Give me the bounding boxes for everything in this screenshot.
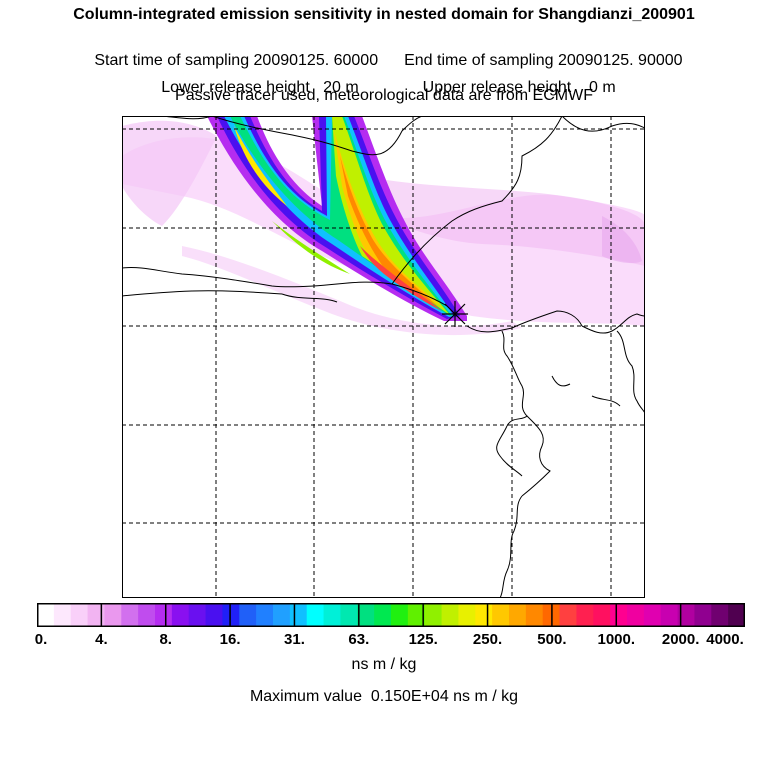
colorbar-frame [37,603,745,627]
colorbar-segment [374,603,392,627]
tracer-info: Passive tracer used, meteorological data… [175,87,593,104]
plume [207,116,467,321]
lower-release-label: Lower release height 20 m [161,79,359,96]
colorbar-segment [492,603,510,627]
colorbar-segment [677,603,696,627]
colorbar-segment [711,603,729,627]
plot-title: Column-integrated emission sensitivity i… [73,6,695,23]
colorbar-tick-label: 63. [348,631,370,648]
coastlines [122,116,645,598]
colorbar-tick-label: 8. [159,631,172,648]
colorbar-tick-label: 2000. [661,631,700,648]
colorbar-segment [559,603,578,627]
colorbar-segment [509,603,527,627]
colorbar-segment [475,603,493,627]
start-time-label: Start time of sampling 20090125. 60000 [94,52,379,69]
colorbar-segment [37,603,55,627]
colorbar-segment [104,603,122,627]
colorbar-segment [694,603,712,627]
colorbar-segment [593,603,611,627]
end-time-label: End time of sampling 20090125. 90000 [404,52,683,69]
colorbar-segment [407,603,426,627]
colorbar-segment [424,603,443,627]
colorbar-tick-label: 125. [408,631,438,648]
colorbar-segment [357,603,375,627]
colorbar-segment [53,603,72,627]
map-frame [122,116,645,598]
colorbar-tick-label: 31. [284,631,305,648]
colorbar-segment [155,603,173,627]
colorbar-tick-label: 500. [537,631,567,648]
colorbar-segment [188,603,207,627]
lat-lon-grid [122,116,645,598]
colorbar-segment [323,603,342,627]
colorbar-tick-label: 0. [34,631,48,648]
colorbar-units: ns m / kg [351,656,417,673]
colorbar-segment [121,603,139,627]
colorbar-segment [391,603,409,627]
colorbar-segment [70,603,89,627]
colorbar-tick-label: 4. [95,631,108,648]
colorbar-segment [171,603,190,627]
colorbar-segment [87,603,106,627]
colorbar-segment [138,603,156,627]
star-icon [442,301,468,327]
release-heights: Lower release height 20 m Upper release h… [0,61,768,97]
colorbar-segment [728,603,745,627]
colorbar-segment [576,603,594,627]
colorbar-segment [525,603,544,627]
colorbar-segment [289,603,308,627]
colorbar-segment [610,603,628,627]
colorbar-segment [458,603,476,627]
colorbar-tick-label: 1000. [597,631,636,648]
colorbar-tick-label: 4000. [706,631,744,648]
colorbar-segment [643,603,662,627]
colorbar-segment [441,603,460,627]
colorbar-segment [660,603,679,627]
sensitivity-map [122,116,645,598]
colorbar-tick-label: 16. [219,631,241,648]
colorbar-segment [273,603,291,627]
colorbar-segment [340,603,358,627]
sampling-times: Start time of sampling 20090125. 60000 En… [0,34,768,70]
colorbar-tick-label: 250. [472,631,503,648]
colorbar-segment [239,603,257,627]
colorbar-segment [222,603,240,627]
upper-release-label: Upper release height 0 m [422,79,616,96]
maximum-value: Maximum value 0.150E+04 ns m / kg [249,688,519,705]
colorbar-segment [306,603,325,627]
colorbar [37,603,745,627]
colorbar-segment [256,603,274,627]
colorbar-segment [627,603,645,627]
colorbar-segment [205,603,224,627]
